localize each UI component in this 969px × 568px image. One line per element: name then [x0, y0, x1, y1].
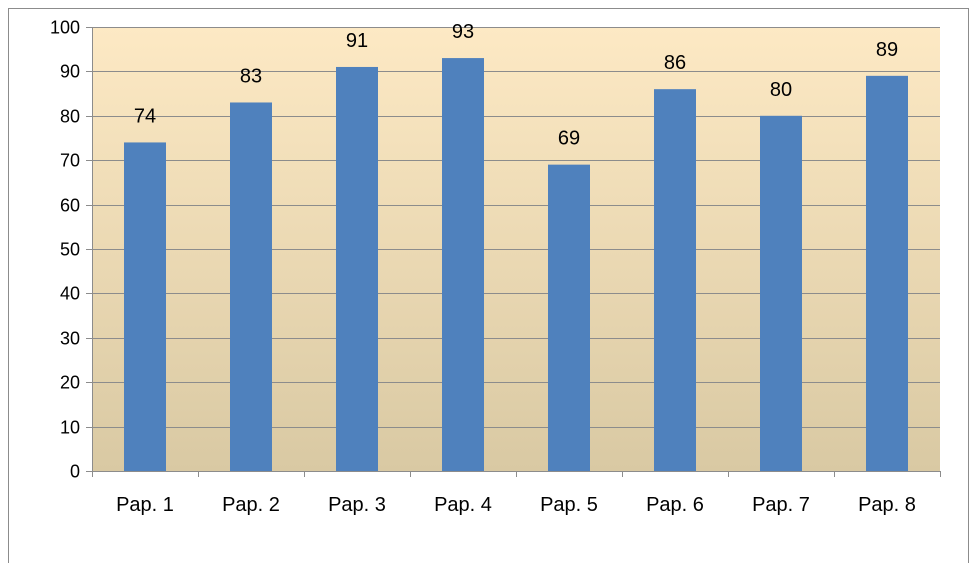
bar	[866, 75, 908, 471]
bar	[654, 89, 696, 471]
y-axis-tick-labels: 0 10 20 30 40 50 60 70 80 90 100	[50, 18, 80, 482]
data-label: 83	[240, 65, 262, 87]
x-tick-label: Pap. 3	[328, 494, 386, 516]
x-tick-label: Pap. 7	[752, 494, 810, 516]
y-tick-label: 60	[60, 196, 80, 216]
data-label: 89	[876, 39, 898, 61]
data-label: 74	[134, 105, 156, 127]
bar	[442, 58, 484, 472]
data-label: 69	[558, 128, 580, 150]
x-tick-label: Pap. 5	[540, 494, 598, 516]
bar	[336, 66, 378, 472]
bar	[230, 102, 272, 471]
x-tick-label: Pap. 6	[646, 494, 704, 516]
bars	[124, 58, 908, 472]
x-tick-label: Pap. 2	[222, 494, 280, 516]
y-tick-label: 30	[60, 329, 80, 349]
y-tick-label: 10	[60, 418, 80, 438]
x-tick-label: Pap. 1	[116, 494, 174, 516]
data-labels: 74 83 91 93 69 86 80 89	[134, 21, 898, 150]
data-label: 86	[664, 52, 686, 74]
y-tick-label: 100	[50, 18, 80, 38]
y-tick-label: 0	[70, 462, 80, 482]
bar	[548, 164, 590, 471]
y-tick-label: 20	[60, 373, 80, 393]
data-label: 91	[346, 30, 368, 52]
bar	[124, 142, 166, 471]
x-tick-label: Pap. 4	[434, 494, 492, 516]
y-tick-label: 80	[60, 107, 80, 127]
x-axis-tick-labels: Pap. 1 Pap. 2 Pap. 3 Pap. 4 Pap. 5 Pap. 6 Pap.…	[116, 494, 916, 516]
bar	[760, 115, 802, 472]
data-label: 80	[770, 79, 792, 101]
y-tick-label: 70	[60, 151, 80, 171]
y-tick-label: 90	[60, 62, 80, 82]
data-label: 93	[452, 21, 474, 43]
y-tick-label: 50	[60, 240, 80, 260]
axes	[92, 27, 941, 477]
y-tick-label: 40	[60, 284, 80, 304]
x-tick-label: Pap. 8	[858, 494, 916, 516]
